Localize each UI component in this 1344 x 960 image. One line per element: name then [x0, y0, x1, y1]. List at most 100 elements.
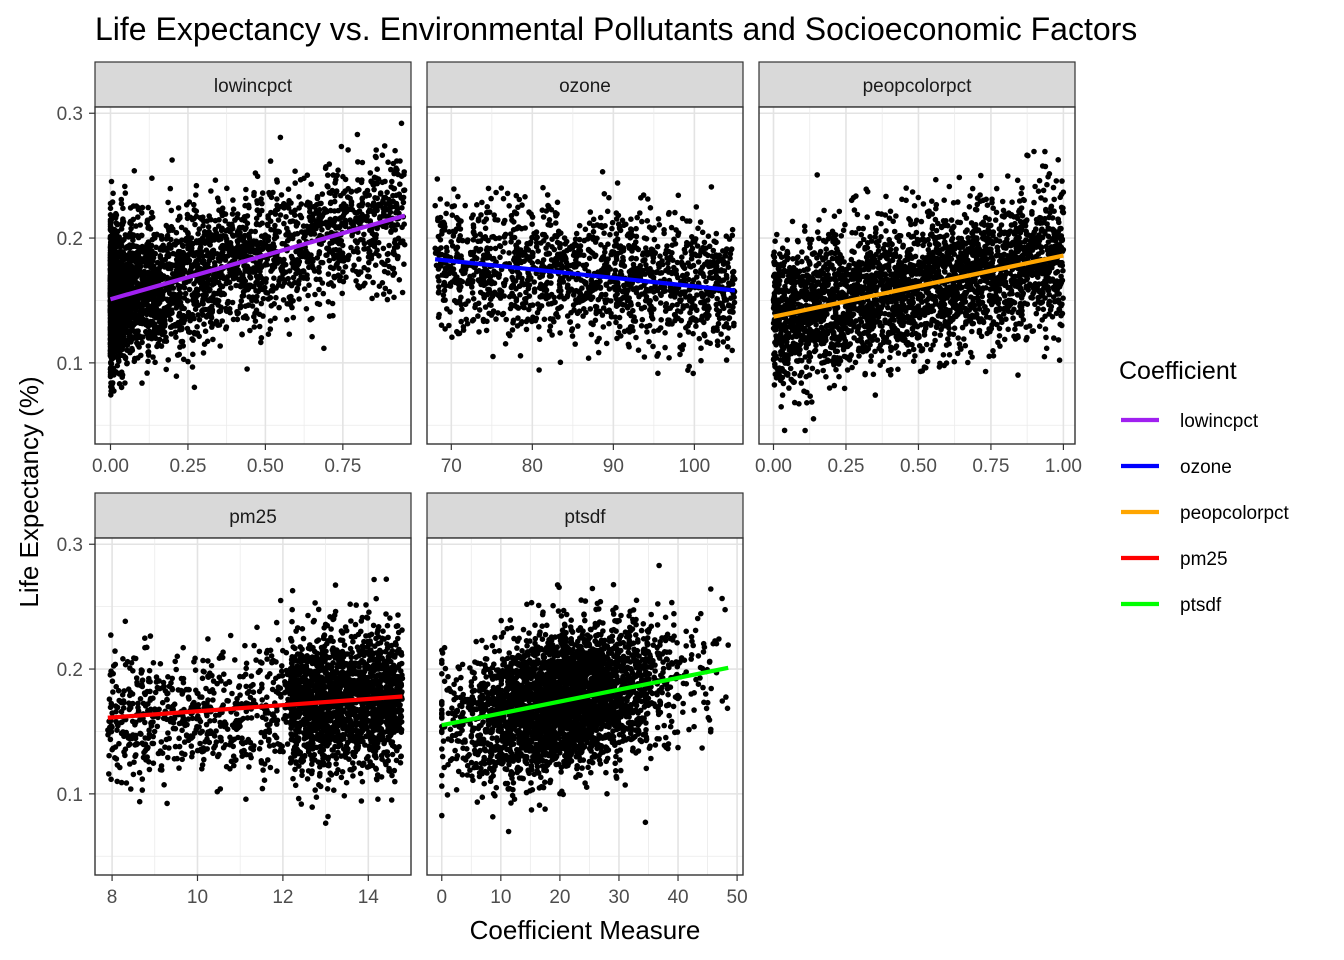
- data-point: [186, 239, 193, 245]
- data-point: [198, 216, 205, 222]
- data-point: [195, 231, 201, 237]
- data-point: [454, 244, 461, 251]
- data-point: [175, 205, 182, 211]
- data-point: [696, 335, 703, 342]
- data-point: [384, 296, 391, 303]
- data-point: [207, 319, 214, 326]
- data-point: [246, 233, 252, 240]
- data-point: [165, 312, 172, 319]
- data-point: [701, 298, 708, 305]
- data-point: [143, 311, 150, 318]
- data-point: [397, 181, 403, 187]
- data-point: [644, 329, 650, 335]
- data-point: [210, 336, 216, 343]
- data-point: [617, 323, 623, 330]
- data-point: [208, 216, 214, 223]
- data-point: [113, 210, 119, 217]
- data-point: [573, 230, 580, 237]
- data-point: [263, 289, 269, 296]
- data-point: [718, 331, 724, 337]
- data-point: [245, 302, 252, 308]
- data-point: [160, 276, 166, 282]
- data-point: [440, 292, 447, 298]
- x-tick-label: 0.00: [92, 456, 129, 477]
- data-point: [216, 258, 223, 264]
- data-point: [336, 240, 342, 247]
- data-point: [460, 264, 467, 271]
- data-point: [109, 381, 115, 387]
- data-point: [699, 229, 706, 236]
- data-point: [685, 260, 691, 266]
- data-point: [675, 274, 681, 281]
- data-point: [576, 222, 583, 229]
- data-point: [385, 159, 391, 165]
- data-point: [374, 180, 380, 187]
- data-point: [308, 181, 315, 187]
- data-point: [316, 301, 323, 308]
- data-point: [258, 280, 265, 287]
- data-point: [321, 210, 328, 216]
- data-point: [577, 247, 584, 254]
- data-point: [601, 268, 607, 275]
- data-point: [109, 227, 116, 233]
- data-point: [452, 229, 458, 235]
- data-point: [157, 271, 164, 277]
- data-point: [274, 196, 280, 202]
- data-point: [513, 192, 520, 199]
- data-point: [211, 290, 217, 297]
- data-point: [558, 230, 564, 236]
- data-point: [251, 192, 257, 199]
- data-point: [371, 186, 377, 193]
- data-point: [200, 223, 206, 229]
- data-point: [312, 291, 318, 298]
- data-point: [554, 211, 560, 217]
- data-point: [135, 214, 141, 220]
- data-point: [715, 311, 721, 318]
- data-point: [585, 355, 592, 362]
- data-point: [555, 261, 561, 267]
- data-point: [439, 231, 445, 237]
- data-point: [238, 298, 245, 304]
- data-point: [316, 264, 322, 271]
- data-point: [587, 209, 594, 215]
- data-point: [468, 215, 475, 221]
- data-point: [679, 254, 685, 260]
- data-point: [179, 338, 186, 345]
- data-point: [653, 296, 659, 302]
- data-point: [515, 239, 522, 245]
- data-point: [356, 208, 363, 214]
- data-point: [729, 347, 735, 354]
- data-point: [109, 355, 116, 361]
- data-point: [120, 249, 126, 256]
- data-point: [498, 291, 504, 298]
- data-point: [635, 347, 642, 354]
- data-point: [258, 300, 265, 307]
- data-point: [237, 304, 244, 311]
- data-point: [333, 177, 339, 183]
- data-point: [437, 196, 444, 202]
- data-point: [127, 311, 134, 318]
- data-point: [122, 354, 129, 361]
- data-point: [458, 284, 464, 290]
- data-point: [358, 269, 364, 275]
- data-point: [585, 247, 592, 253]
- data-point: [633, 239, 639, 245]
- data-point: [391, 244, 398, 251]
- data-point: [501, 282, 508, 289]
- data-point: [298, 214, 305, 221]
- data-point: [553, 220, 559, 226]
- data-point: [138, 306, 145, 312]
- data-point: [714, 253, 720, 260]
- data-point: [291, 279, 298, 286]
- data-point: [108, 216, 115, 223]
- data-point: [658, 317, 664, 323]
- data-point: [528, 211, 534, 217]
- data-point: [523, 289, 529, 296]
- data-point: [268, 268, 274, 274]
- data-point: [273, 294, 279, 301]
- data-point: [592, 303, 599, 310]
- data-point: [226, 306, 233, 312]
- data-point: [726, 236, 733, 242]
